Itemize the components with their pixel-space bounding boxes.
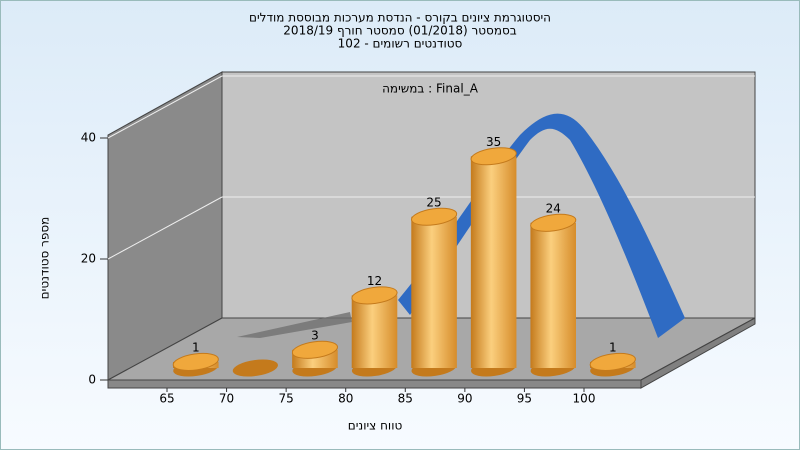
x-tick-label: 85 bbox=[398, 392, 413, 406]
value-label: 25 bbox=[426, 195, 441, 209]
bar-top bbox=[291, 340, 339, 359]
y-tick-label: 0 bbox=[88, 373, 96, 387]
value-label: 35 bbox=[486, 135, 501, 149]
bar-top bbox=[351, 286, 398, 305]
chart-subtitle: סטודנטים רשומים - 102 bbox=[338, 37, 463, 51]
x-tick-label: 70 bbox=[219, 392, 234, 406]
annotation: במשימה : Final_A bbox=[382, 82, 479, 96]
value-label: 1 bbox=[609, 340, 617, 354]
curve-shadow bbox=[237, 312, 352, 338]
bar-top bbox=[530, 213, 577, 232]
chart-title: היסטוגרמת ציונים בקורס - הנדסת מערכות מב… bbox=[249, 11, 551, 25]
x-tick-label: 95 bbox=[517, 392, 532, 406]
chart-subtitle: בסמסטר (01/2018) סמסטר חורף 2018/19 bbox=[283, 24, 516, 38]
bar-bottom bbox=[232, 359, 278, 377]
x-tick-label: 75 bbox=[279, 392, 294, 406]
y-tick-label: 40 bbox=[81, 131, 96, 145]
bar bbox=[470, 156, 517, 368]
bar-top bbox=[172, 352, 219, 371]
bar bbox=[530, 222, 576, 368]
bar bbox=[411, 216, 457, 368]
floor-front bbox=[107, 379, 642, 389]
grid-line bbox=[107, 75, 223, 139]
value-label: 3 bbox=[311, 328, 319, 342]
x-tick-label: 80 bbox=[338, 392, 353, 406]
grid-line bbox=[107, 196, 223, 260]
value-label: 12 bbox=[367, 274, 382, 288]
x-axis-label: טווח ציונים bbox=[348, 419, 403, 433]
bar-top bbox=[470, 147, 517, 166]
bar-top bbox=[410, 207, 458, 226]
x-tick-label: 90 bbox=[457, 392, 472, 406]
y-tick-label: 20 bbox=[81, 252, 96, 266]
value-label: 24 bbox=[546, 201, 561, 215]
bar-top bbox=[589, 352, 636, 371]
x-tick-label: 65 bbox=[159, 392, 174, 406]
y-axis-label: מספר סטודנטים bbox=[38, 217, 52, 300]
bar bbox=[351, 295, 398, 368]
x-tick-label: 100 bbox=[573, 392, 596, 406]
bars: 1 3 12 25 35 24 1 bbox=[172, 135, 636, 377]
value-label: 1 bbox=[192, 340, 200, 354]
